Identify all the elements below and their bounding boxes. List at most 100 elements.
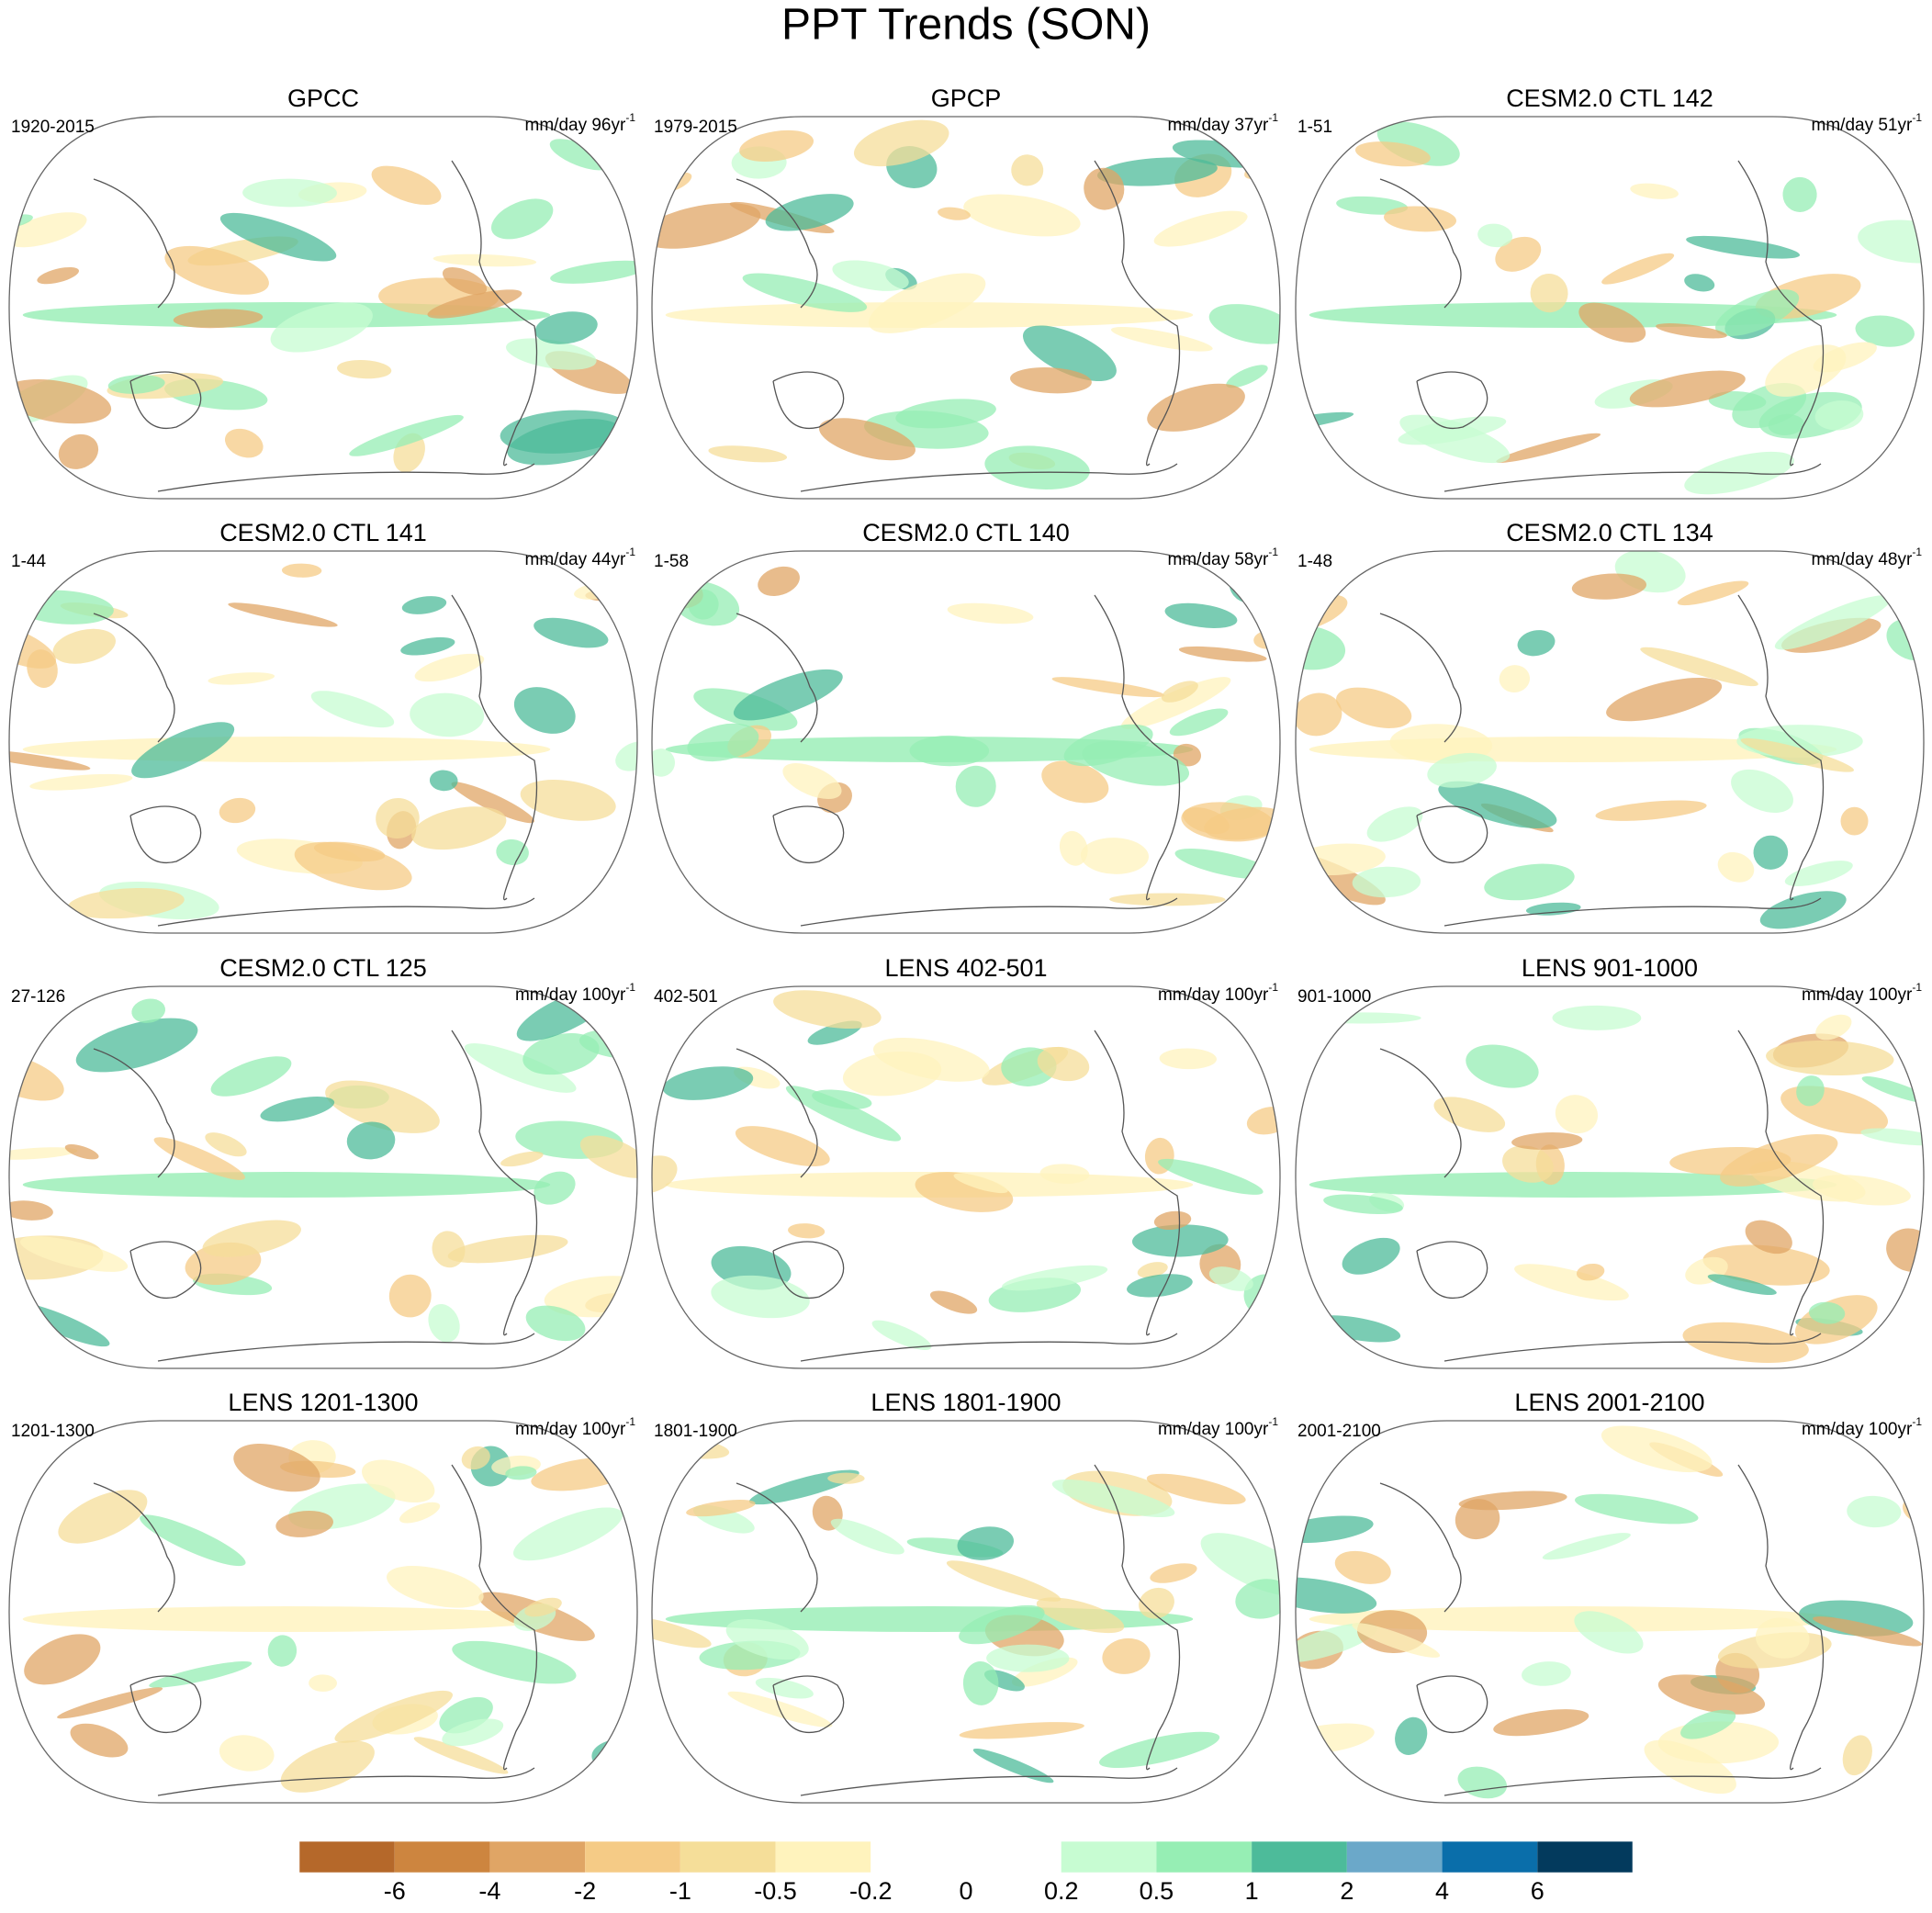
- colorbar-swatch: [1061, 1841, 1157, 1873]
- field-blob: [522, 1033, 600, 1075]
- field-blob: [107, 375, 165, 394]
- field-blob: [410, 692, 485, 737]
- coastline: [1443, 897, 1822, 927]
- field-blob: [1059, 830, 1088, 866]
- field-blob: [58, 1490, 148, 1544]
- units-text: mm/day 37yr: [1168, 116, 1269, 135]
- field-blob: [1226, 365, 1268, 388]
- coastline: [451, 160, 538, 467]
- field-blob: [1493, 1709, 1589, 1737]
- field-blob: [962, 1661, 999, 1705]
- field-blob: [1011, 154, 1044, 186]
- field-blob: [842, 1051, 942, 1097]
- field-blob: [1861, 1076, 1924, 1104]
- colorbar-swatch: [489, 1841, 586, 1873]
- field-blob: [1309, 1172, 1837, 1198]
- field-blob: [549, 139, 611, 171]
- field-blob: [1813, 1616, 1922, 1647]
- field-blob: [1812, 1175, 1911, 1206]
- field-blob: [868, 273, 986, 333]
- field-blob: [9, 748, 91, 771]
- field-blob: [1051, 677, 1165, 698]
- coastline: [800, 1767, 1178, 1796]
- precip-field: [22, 1440, 637, 1793]
- field-blob: [1120, 677, 1231, 729]
- coastline: [1443, 463, 1822, 492]
- colorbar-swatch: [585, 1841, 680, 1873]
- precip-field: [9, 563, 637, 920]
- coastline: [129, 1241, 202, 1299]
- field-blob: [219, 212, 337, 262]
- field-blob: [1606, 677, 1723, 722]
- panel-title: LENS 1801-1900: [871, 1389, 1061, 1416]
- units-exponent: -1: [1268, 546, 1278, 558]
- field-blob: [1902, 136, 1924, 161]
- field-blob: [513, 687, 576, 734]
- panel-units: mm/day 58yr-1: [1168, 546, 1279, 569]
- colorbar-tick-label: 2: [1340, 1877, 1354, 1905]
- map-outline: [8, 116, 638, 500]
- coastline: [451, 594, 538, 901]
- coastlines: [736, 1464, 1181, 1796]
- field-blob: [1395, 1716, 1428, 1755]
- coastline: [736, 613, 818, 743]
- field-blob: [1576, 1263, 1605, 1281]
- field-blob: [1715, 289, 1800, 336]
- field-blob: [984, 445, 1090, 490]
- map-panel: LENS 2001-2100 2001-2100 mm/day 100yr-1: [1295, 1389, 1925, 1804]
- field-blob: [1147, 383, 1245, 432]
- coastline: [93, 1048, 175, 1178]
- coastline: [736, 178, 818, 309]
- field-blob: [399, 1502, 441, 1524]
- map-panel: LENS 402-501 402-501 mm/day 100yr-1: [651, 954, 1281, 1369]
- field-blob: [525, 1305, 586, 1342]
- panel-units: mm/day 37yr-1: [1168, 111, 1279, 135]
- field-blob: [854, 119, 949, 167]
- coastline: [1443, 1333, 1822, 1362]
- field-blob: [1041, 760, 1109, 804]
- field-blob: [1131, 1224, 1229, 1257]
- panel-title: CESM2.0 CTL 141: [219, 519, 427, 546]
- field-blob: [1110, 326, 1213, 352]
- field-blob: [1458, 1491, 1567, 1511]
- field-blob: [275, 1511, 333, 1537]
- panel-units: mm/day 48yr-1: [1812, 546, 1923, 569]
- coastline: [1094, 1030, 1181, 1336]
- units-text: mm/day 100yr: [1802, 1420, 1913, 1439]
- field-blob: [346, 1121, 396, 1160]
- field-blob: [442, 266, 488, 296]
- field-blob: [758, 566, 800, 597]
- field-blob: [1084, 167, 1125, 210]
- coastline: [1416, 805, 1488, 863]
- field-blob: [1334, 1550, 1391, 1584]
- field-blob: [739, 129, 814, 163]
- precip-field: [1296, 121, 1924, 495]
- field-blob: [506, 338, 597, 370]
- field-blob: [1522, 1661, 1571, 1686]
- field-blob: [1517, 630, 1556, 657]
- field-blob: [432, 1231, 466, 1268]
- field-blob: [1898, 1459, 1924, 1494]
- coastline: [736, 1048, 818, 1178]
- panel-period: 1-48: [1297, 552, 1332, 571]
- field-blob: [1815, 1014, 1852, 1041]
- colorbar-swatch: [1346, 1841, 1443, 1873]
- colorbar: -6 -4 -2 -1 -0.5 -0.2 0 0.2 0.5 1 2 4 6: [298, 1840, 1634, 1905]
- field-blob: [1677, 580, 1749, 606]
- coastlines: [1379, 1030, 1825, 1362]
- field-blob: [24, 1634, 101, 1685]
- field-blob: [1578, 302, 1646, 343]
- coastlines: [736, 1030, 1181, 1362]
- field-blob: [1309, 1606, 1837, 1632]
- coastline: [1737, 160, 1825, 467]
- map-panel: GPCP 1979-2015 mm/day 37yr-1: [651, 84, 1281, 500]
- panel-units: mm/day 44yr-1: [525, 546, 636, 569]
- units-text: mm/day 100yr: [1158, 1420, 1269, 1439]
- coastline: [736, 1482, 818, 1613]
- field-blob: [309, 1674, 338, 1692]
- field-blob: [362, 1459, 435, 1502]
- field-blob: [131, 998, 166, 1023]
- panel-period: 1801-1900: [654, 1422, 737, 1441]
- field-blob: [1514, 1264, 1629, 1301]
- field-blob: [464, 1043, 577, 1093]
